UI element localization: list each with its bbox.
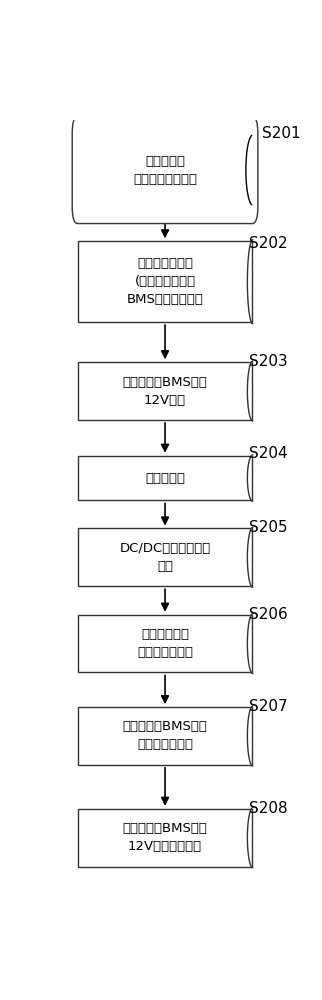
FancyBboxPatch shape [78, 809, 252, 867]
Text: 电池管理器BMS输出
12V电源: 电池管理器BMS输出 12V电源 [123, 376, 207, 407]
FancyBboxPatch shape [78, 456, 252, 500]
Text: S207: S207 [249, 699, 287, 714]
FancyBboxPatch shape [78, 241, 252, 322]
Text: 蓄电池亏电
车辆不能正常启动: 蓄电池亏电 车辆不能正常启动 [133, 155, 197, 186]
FancyBboxPatch shape [78, 362, 252, 420]
Text: 电池管理器BMS检测
蓄电池电压正常: 电池管理器BMS检测 蓄电池电压正常 [123, 720, 207, 752]
FancyBboxPatch shape [72, 117, 258, 224]
Text: 继电器闭合: 继电器闭合 [145, 472, 185, 485]
Text: S203: S203 [249, 354, 287, 369]
FancyBboxPatch shape [78, 707, 252, 765]
Text: S205: S205 [249, 520, 287, 535]
Text: DC/DC转换器使能、
工作: DC/DC转换器使能、 工作 [119, 542, 211, 573]
Text: 按下紧急开关，
(发送电池管理器
BMS的触发信号）: 按下紧急开关， (发送电池管理器 BMS的触发信号） [127, 257, 204, 306]
Text: S201: S201 [262, 126, 301, 141]
Text: S208: S208 [249, 801, 287, 816]
Text: S202: S202 [249, 236, 287, 251]
Text: 车辆正常启动
并给蓄电池充电: 车辆正常启动 并给蓄电池充电 [137, 628, 193, 659]
Text: 电池管理器BMS停止
12V低压电源输出: 电池管理器BMS停止 12V低压电源输出 [123, 822, 207, 853]
FancyBboxPatch shape [78, 615, 252, 672]
Text: S204: S204 [249, 446, 287, 461]
Text: S206: S206 [249, 607, 287, 622]
FancyBboxPatch shape [78, 528, 252, 586]
